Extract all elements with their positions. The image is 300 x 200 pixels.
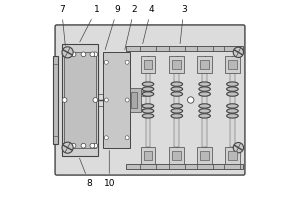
Bar — [225, 147, 240, 164]
Ellipse shape — [142, 87, 154, 91]
Bar — [140, 46, 156, 51]
Ellipse shape — [171, 114, 183, 118]
Circle shape — [90, 143, 95, 148]
Circle shape — [148, 104, 152, 109]
Text: 10: 10 — [103, 150, 115, 188]
Ellipse shape — [171, 109, 183, 113]
Ellipse shape — [227, 92, 238, 96]
Bar — [103, 52, 130, 148]
Bar — [197, 46, 213, 51]
Bar — [172, 60, 181, 69]
Ellipse shape — [227, 109, 238, 113]
Circle shape — [104, 98, 108, 102]
Circle shape — [62, 98, 67, 102]
Ellipse shape — [227, 114, 238, 118]
Bar — [146, 73, 150, 147]
Bar — [141, 147, 155, 164]
Bar — [64, 52, 96, 148]
Bar — [169, 147, 184, 164]
Bar — [130, 88, 141, 112]
Circle shape — [93, 98, 98, 102]
Text: 1: 1 — [80, 5, 99, 42]
Bar — [169, 164, 185, 169]
Ellipse shape — [199, 109, 210, 113]
Bar — [141, 56, 155, 73]
Bar — [144, 60, 152, 69]
Bar — [169, 56, 184, 73]
Text: 3: 3 — [180, 5, 187, 44]
Text: 7: 7 — [59, 5, 65, 46]
Circle shape — [148, 91, 152, 96]
Circle shape — [233, 143, 244, 153]
Circle shape — [125, 60, 129, 64]
Bar — [197, 164, 213, 169]
Bar — [202, 73, 207, 147]
Ellipse shape — [227, 87, 238, 91]
Circle shape — [81, 52, 86, 57]
Circle shape — [62, 143, 67, 148]
Circle shape — [125, 136, 129, 140]
Bar — [224, 164, 240, 169]
Bar — [126, 164, 243, 169]
Bar — [228, 60, 237, 69]
Circle shape — [93, 52, 98, 57]
Bar — [200, 60, 209, 69]
Bar — [224, 46, 240, 51]
Bar — [53, 56, 58, 144]
Bar — [230, 73, 235, 147]
Ellipse shape — [171, 92, 183, 96]
Ellipse shape — [199, 87, 210, 91]
Ellipse shape — [227, 104, 238, 108]
Ellipse shape — [227, 82, 238, 86]
Ellipse shape — [199, 114, 210, 118]
Circle shape — [233, 47, 244, 57]
Circle shape — [125, 98, 129, 102]
Circle shape — [188, 97, 194, 103]
Circle shape — [71, 143, 76, 148]
Ellipse shape — [171, 82, 183, 86]
Bar — [126, 46, 243, 51]
Text: 8: 8 — [80, 158, 92, 188]
Circle shape — [90, 52, 95, 57]
Circle shape — [104, 136, 108, 140]
Bar — [141, 104, 149, 109]
Bar — [172, 151, 181, 160]
Bar — [174, 73, 179, 147]
Bar — [61, 44, 98, 156]
Circle shape — [62, 47, 73, 58]
Bar — [197, 147, 212, 164]
Ellipse shape — [199, 92, 210, 96]
Text: 4: 4 — [143, 5, 154, 44]
Circle shape — [71, 52, 76, 57]
Ellipse shape — [142, 92, 154, 96]
Ellipse shape — [142, 109, 154, 113]
Ellipse shape — [142, 114, 154, 118]
Bar — [144, 151, 152, 160]
Circle shape — [81, 143, 86, 148]
Bar — [200, 151, 209, 160]
Ellipse shape — [199, 104, 210, 108]
Ellipse shape — [171, 87, 183, 91]
Ellipse shape — [199, 82, 210, 86]
Bar — [141, 91, 149, 96]
Bar — [225, 56, 240, 73]
Bar — [131, 92, 137, 108]
Circle shape — [62, 142, 73, 153]
Bar — [197, 56, 212, 73]
Ellipse shape — [142, 82, 154, 86]
Text: 9: 9 — [105, 5, 120, 50]
Ellipse shape — [171, 104, 183, 108]
Bar — [228, 151, 237, 160]
Bar — [169, 46, 185, 51]
Bar — [140, 164, 156, 169]
Circle shape — [104, 60, 108, 64]
Text: 2: 2 — [125, 5, 137, 50]
Ellipse shape — [142, 104, 154, 108]
Circle shape — [62, 52, 67, 57]
Circle shape — [93, 143, 98, 148]
FancyBboxPatch shape — [55, 25, 245, 175]
